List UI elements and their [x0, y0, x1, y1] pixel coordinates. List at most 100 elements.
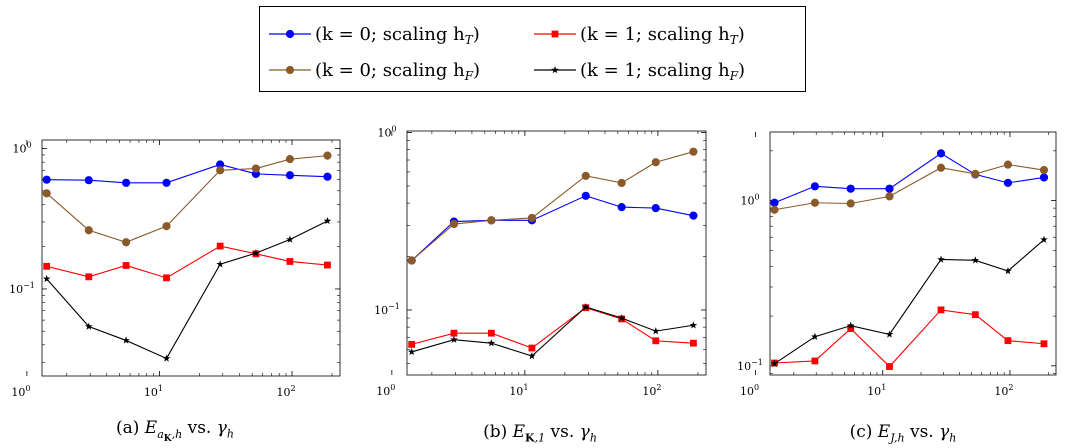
data-point-s0-1	[84, 176, 93, 185]
data-point-s0-3	[885, 184, 894, 193]
series-3	[770, 235, 1048, 367]
x-tick-label: 101	[867, 383, 886, 398]
caption-a: (a) EaK,h vs. γh	[115, 418, 235, 444]
data-point-s0-6	[651, 204, 660, 213]
data-point-s2-5	[251, 164, 261, 173]
data-point-s2-7	[323, 151, 332, 160]
x-tick-label: 101	[509, 383, 528, 398]
x-tick-label: 100	[376, 383, 395, 398]
y-tick-label: 100	[12, 141, 31, 156]
data-point-s1-6	[286, 258, 294, 265]
data-point-s1-7	[324, 261, 331, 269]
series-2	[770, 160, 1049, 214]
y-tick-label: 10−1	[9, 281, 35, 296]
data-point-s2-1	[810, 198, 820, 207]
data-point-s1-6	[652, 337, 660, 345]
data-point-s2-5	[971, 169, 980, 179]
data-point-s3-7	[323, 216, 332, 225]
data-point-s3-4	[216, 260, 224, 268]
legend-entry-3: (k = 1; scaling hF)	[534, 60, 745, 83]
plot-frame	[769, 131, 1057, 376]
data-point-s0-0	[770, 198, 779, 207]
x-tick-label: 102	[642, 383, 661, 398]
data-point-s0-5	[617, 202, 626, 212]
axes: 100 101 102 10−1 100	[374, 125, 707, 398]
data-point-s2-0	[407, 256, 416, 265]
data-point-s0-4	[581, 191, 590, 200]
data-point-s1-7	[1040, 340, 1048, 348]
data-point-s2-1	[449, 219, 459, 229]
data-point-s2-7	[689, 147, 698, 156]
data-point-s3-0	[770, 359, 779, 367]
data-point-s1-3	[528, 344, 536, 352]
series-line-0	[46, 163, 328, 184]
data-point-s2-7	[1039, 165, 1049, 175]
series-line-3	[46, 220, 328, 360]
data-point-s0-6	[285, 171, 295, 180]
panel-b: 100 101 102 10−1 100 (b) EK,1 vs. γh	[365, 112, 715, 448]
series-line-2	[46, 155, 328, 243]
data-point-s3-5	[252, 249, 260, 257]
x-tick-label: 102	[276, 384, 295, 399]
data-point-s3-2	[122, 336, 130, 344]
series-line-2	[774, 164, 1045, 211]
series-line-1	[411, 307, 694, 349]
data-point-s2-3	[885, 192, 894, 201]
data-point-s1-6	[1004, 337, 1012, 345]
caption-b: (b) EK,1 vs. γh	[483, 421, 597, 444]
data-point-s3-6	[1004, 266, 1012, 275]
series-0	[770, 149, 1049, 207]
series-line-0	[774, 152, 1045, 204]
data-point-s0-0	[42, 175, 51, 184]
data-point-s3-4	[581, 302, 590, 311]
series-3	[42, 216, 332, 362]
data-point-s2-5	[617, 178, 626, 188]
legend-label-1: (k = 1; scaling hT)	[580, 24, 745, 47]
y-tick-label: 10−1	[374, 302, 400, 317]
legend-label-2: (k = 0; scaling hF)	[315, 60, 480, 83]
series-line-2	[411, 151, 694, 261]
legend-marker-2	[285, 65, 295, 75]
data-point-s1-2	[122, 262, 130, 269]
legend-frame	[259, 6, 806, 92]
y-tick-label: 100	[377, 125, 396, 140]
data-point-s2-4	[581, 171, 590, 180]
data-point-s0-7	[323, 172, 332, 181]
data-point-s2-6	[1003, 160, 1013, 169]
data-point-s1-0	[408, 340, 416, 348]
legend-label-3: (k = 1; scaling hF)	[580, 60, 745, 83]
legend-marker-0	[285, 29, 295, 39]
series-3	[407, 302, 698, 360]
legend-entry-2: (k = 0; scaling hF)	[269, 60, 480, 83]
data-point-s2-6	[651, 158, 660, 167]
data-point-s2-4	[216, 166, 225, 175]
data-point-s2-0	[770, 205, 779, 214]
legend-entry-1: (k = 1; scaling hT)	[534, 24, 745, 47]
x-tick-label: 100	[740, 383, 759, 398]
series-line-3	[411, 306, 694, 357]
data-point-s0-2	[846, 184, 855, 193]
data-point-s1-2	[487, 329, 495, 337]
data-point-s3-7	[689, 321, 698, 329]
chart-c-svg: 100 101 102 10−1 100	[737, 131, 1057, 398]
data-point-s1-3	[886, 363, 893, 370]
data-point-s3-0	[42, 274, 51, 283]
data-point-s3-3	[528, 352, 536, 360]
axes: 100 101 102 10−1 100	[9, 139, 341, 399]
series-line-1	[46, 245, 328, 279]
data-point-s2-2	[121, 238, 131, 247]
panel-a: 100 101 102 10−1 100 (a) EaK,h vs. γh	[0, 112, 350, 448]
data-point-s0-2	[121, 178, 131, 187]
data-point-s3-3	[885, 330, 894, 338]
axes: 100 101 102 10−1 100	[737, 131, 1057, 398]
chart-b-svg: 100 101 102 10−1 100	[374, 125, 707, 398]
plot-frame	[41, 139, 341, 377]
data-point-s0-7	[1039, 173, 1049, 182]
data-point-s1-1	[85, 273, 93, 281]
series-0	[407, 191, 698, 265]
data-point-s2-1	[84, 226, 93, 235]
data-point-s2-3	[162, 222, 171, 231]
data-point-s1-0	[43, 262, 51, 270]
legend-marker-1	[551, 30, 559, 38]
data-point-s3-4	[937, 255, 945, 263]
